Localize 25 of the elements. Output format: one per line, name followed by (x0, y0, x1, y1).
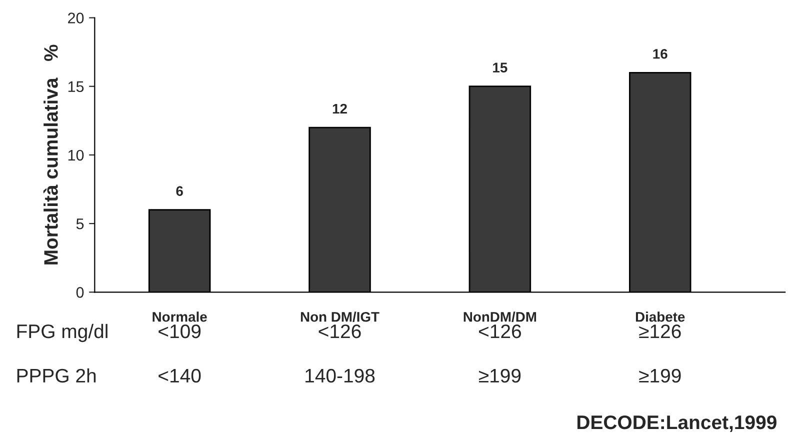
data-label: 16 (653, 48, 668, 59)
y-axis-title: Mortalità cumulativa % (43, 44, 58, 264)
text: DECODE:Lancet,1999 (577, 415, 776, 432)
x-tick-label: Diabete (636, 312, 685, 322)
y-tick-label: 0 (76, 287, 84, 298)
x-tick-label: NonDM/DM (464, 312, 536, 322)
text: PPPG 2h (17, 368, 96, 383)
x-tick-label: Non DM/IGT (300, 312, 380, 322)
text: <126 (318, 324, 361, 338)
text: FPG mg/dl (17, 324, 108, 342)
x-tick-label: Normale (152, 312, 207, 322)
y-tick-label: 5 (76, 218, 84, 230)
text: ≥199 (478, 368, 521, 383)
text: <140 (158, 368, 201, 383)
text: <109 (158, 324, 201, 338)
y-tick-label: 10 (68, 150, 84, 161)
text: ≥199 (639, 368, 681, 383)
y-tick-label: 15 (68, 81, 84, 92)
y-tick-label: 20 (68, 12, 84, 24)
data-label: 12 (332, 104, 347, 114)
data-label: 6 (176, 186, 183, 196)
text: ≥126 (639, 324, 681, 338)
text: <126 (478, 324, 521, 338)
text: 140-198 (306, 368, 375, 383)
data-label: 15 (493, 62, 508, 72)
